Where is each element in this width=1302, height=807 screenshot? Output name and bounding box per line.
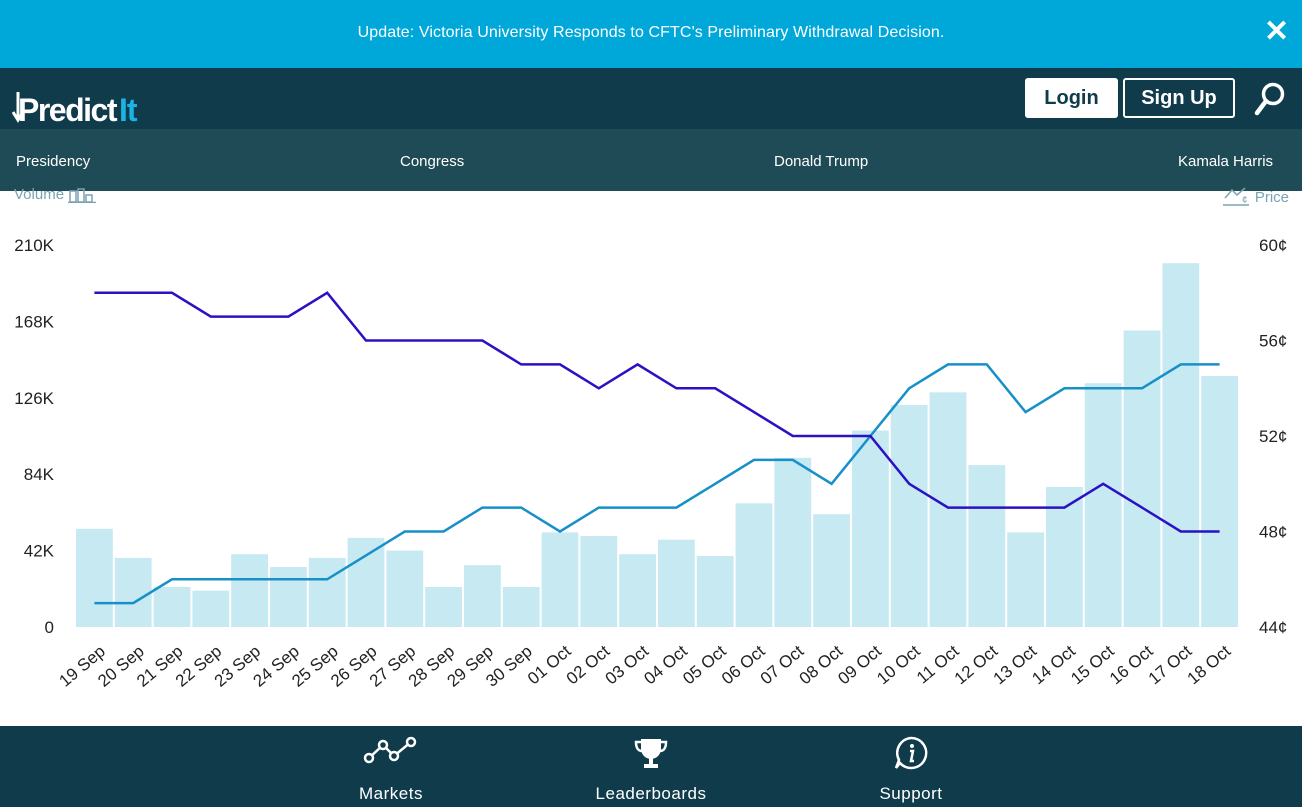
volume-bar[interactable] <box>1162 263 1200 627</box>
price-series-line-1[interactable] <box>94 363 1220 605</box>
y-left-tick-label: 168K <box>14 312 54 331</box>
market-nav: Presidency Congress Donald Trump Kamala … <box>0 129 1302 191</box>
footer-leaderboards[interactable]: Leaderboards <box>586 726 716 807</box>
volume-bar[interactable] <box>929 392 967 627</box>
x-tick-label: 01 Oct <box>524 641 575 688</box>
volume-bar[interactable] <box>696 556 734 627</box>
footer-markets[interactable]: Markets <box>326 726 456 807</box>
trophy-icon <box>634 739 668 768</box>
volume-bar[interactable] <box>1007 532 1044 627</box>
y-right-tick-label: 52¢ <box>1259 427 1287 446</box>
logo-accent-text: It <box>118 92 138 128</box>
volume-bar[interactable] <box>386 550 424 627</box>
volume-bar[interactable] <box>619 554 656 627</box>
volume-bar[interactable] <box>502 586 540 627</box>
signup-button[interactable]: Sign Up <box>1123 78 1235 118</box>
x-tick-label: 16 Oct <box>1106 641 1157 688</box>
y-left-tick-label: 0 <box>45 618 54 637</box>
volume-toggle[interactable]: Volume <box>14 186 97 204</box>
logo[interactable]: Predict It <box>12 86 138 128</box>
markets-icon <box>363 736 417 764</box>
nav-item-presidency[interactable]: Presidency <box>16 153 91 170</box>
x-tick-label: 18 Oct <box>1184 641 1235 688</box>
x-tick-label: 05 Oct <box>679 641 730 688</box>
x-tick-label: 12 Oct <box>951 641 1002 688</box>
x-tick-label: 10 Oct <box>873 641 924 688</box>
volume-bar[interactable] <box>658 539 695 627</box>
x-tick-label: 03 Oct <box>602 641 653 688</box>
x-tick-label: 02 Oct <box>563 641 614 688</box>
volume-bar[interactable] <box>1201 375 1238 627</box>
volume-bar[interactable] <box>735 503 773 627</box>
price-line-icon: ¢ <box>1222 187 1249 206</box>
y-right-tick-label: 48¢ <box>1259 523 1287 542</box>
footer-markets-label: Markets <box>359 784 423 803</box>
banner-text[interactable]: Update: Victoria University Responds to … <box>357 24 945 41</box>
y-left-tick-label: 126K <box>14 389 54 408</box>
footer-leaderboards-label: Leaderboards <box>595 784 707 803</box>
close-icon[interactable]: ✕ <box>1264 15 1290 48</box>
y-left-tick-label: 84K <box>24 465 55 484</box>
volume-bar[interactable] <box>1123 330 1161 627</box>
info-icon <box>894 736 928 770</box>
y-right-tick-label: 60¢ <box>1259 236 1287 255</box>
price-toggle[interactable]: ¢ Price <box>1222 186 1289 206</box>
volume-bar[interactable] <box>813 514 850 627</box>
volume-bar[interactable] <box>231 554 268 627</box>
volume-bar[interactable] <box>890 405 928 627</box>
volume-bar[interactable] <box>192 590 230 627</box>
volume-bar[interactable] <box>464 565 501 627</box>
nav-item-donald-trump[interactable]: Donald Trump <box>774 153 869 170</box>
bottom-nav: Markets Leaderboards Support <box>0 726 1302 807</box>
volume-bar[interactable] <box>153 586 191 627</box>
x-tick-label: 09 Oct <box>834 641 885 688</box>
login-button[interactable]: Login <box>1025 78 1118 118</box>
x-tick-label: 06 Oct <box>718 641 769 688</box>
x-tick-label: 13 Oct <box>990 641 1041 688</box>
y-right-tick-label: 44¢ <box>1259 618 1287 637</box>
nav-item-kamala-harris[interactable]: Kamala Harris <box>1178 153 1274 170</box>
volume-bar[interactable] <box>347 537 385 627</box>
price-series-line-2[interactable] <box>94 291 1220 533</box>
logo-arrow-icon <box>12 92 24 123</box>
volume-bar[interactable] <box>580 536 618 627</box>
price-label: Price <box>1254 189 1289 206</box>
nav-item-congress[interactable]: Congress <box>400 153 465 170</box>
volume-bar[interactable] <box>774 457 812 627</box>
volume-bar[interactable] <box>308 557 346 627</box>
x-tick-label: 08 Oct <box>796 641 847 688</box>
x-tick-label: 14 Oct <box>1028 641 1079 688</box>
volume-bars-icon <box>68 188 97 204</box>
svg-text:¢: ¢ <box>1242 195 1248 206</box>
volume-bar[interactable] <box>76 528 113 627</box>
search-icon[interactable] <box>1254 82 1286 116</box>
volume-bar[interactable] <box>968 465 1006 627</box>
volume-bar[interactable] <box>541 532 579 627</box>
volume-bar[interactable] <box>1084 383 1122 627</box>
y-left-tick-label: 42K <box>24 542 55 561</box>
volume-bar[interactable] <box>1046 486 1083 627</box>
x-tick-label: 17 Oct <box>1145 641 1196 688</box>
volume-bar[interactable] <box>425 586 462 627</box>
x-tick-label: 07 Oct <box>757 641 808 688</box>
update-banner: Update: Victoria University Responds to … <box>0 0 1302 68</box>
x-tick-label: 15 Oct <box>1067 641 1118 688</box>
y-left-tick-label: 210K <box>14 236 54 255</box>
y-right-tick-label: 56¢ <box>1259 332 1287 351</box>
header: Predict It Login Sign Up <box>0 68 1302 129</box>
footer-support[interactable]: Support <box>846 726 976 807</box>
volume-label: Volume <box>14 186 65 203</box>
x-tick-label: 04 Oct <box>640 641 691 688</box>
volume-bar[interactable] <box>852 430 889 627</box>
logo-main-text: Predict <box>18 92 117 128</box>
footer-support-label: Support <box>879 784 943 803</box>
volume-bar[interactable] <box>270 566 307 627</box>
volume-bar[interactable] <box>114 557 152 627</box>
